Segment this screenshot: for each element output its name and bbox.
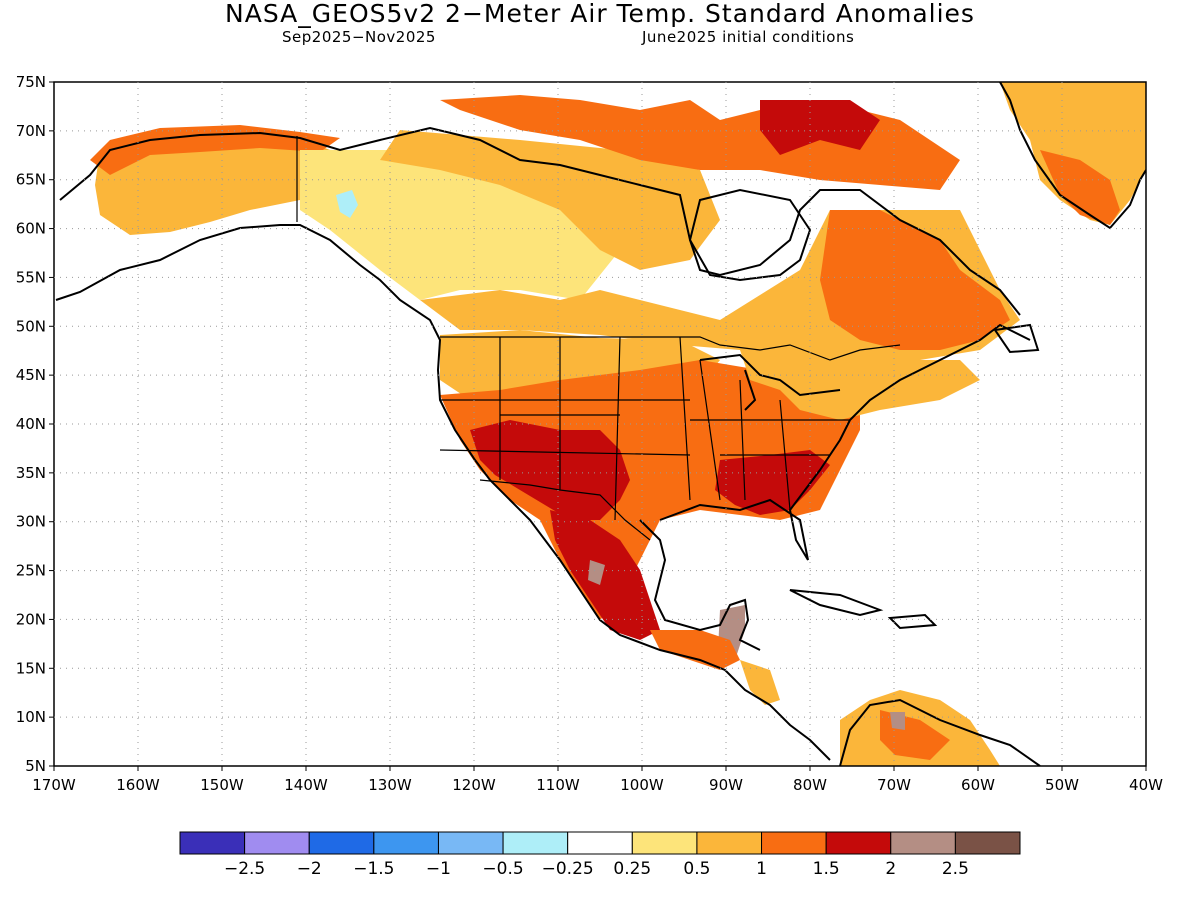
lon-tick-label: 90W — [709, 776, 743, 794]
colorbar: −2.5 −2 −1.5 −1 −0.5 −0.25 0.25 0.5 1 1.5 2 2.5 — [179, 831, 1021, 879]
coastlines — [55, 82, 1146, 766]
coastline-greenland — [999, 82, 1146, 230]
anomaly-region-central-america-south — [740, 660, 780, 705]
lat-tick-label: 60N — [16, 220, 46, 238]
gridlines — [54, 82, 1146, 766]
lat-tick-label: 30N — [16, 513, 46, 531]
colorbar-label: −0.25 — [542, 859, 594, 879]
initial-conditions: June2025 initial conditions — [642, 28, 855, 46]
latitude-axis: 75N 70N 65N 60N 55N 50N 45N 40N 35N 30N 25N 20N 15N 1… — [16, 73, 54, 775]
colorbar-label: 0.25 — [613, 859, 651, 879]
colorbar-label: −1.5 — [353, 859, 394, 879]
anomaly-fields — [90, 82, 1146, 766]
anomaly-region-northeast — [740, 345, 980, 420]
coastline-gulf — [639, 323, 1031, 651]
coastline-arctic — [59, 126, 1021, 316]
coastline-hispaniola — [887, 613, 938, 630]
lat-tick-label: 15N — [16, 659, 46, 677]
coastline-north-america — [55, 224, 831, 761]
lat-tick-label: 10N — [16, 708, 46, 726]
political-borders — [296, 136, 901, 541]
colorbar-swatch — [761, 831, 827, 855]
colorbar-swatch — [954, 831, 1021, 855]
colorbar-label: 1 — [756, 859, 767, 879]
anomaly-region-greenland-south — [1040, 150, 1120, 225]
lat-tick-label: 40N — [16, 415, 46, 433]
lon-tick-label: 160W — [116, 776, 160, 794]
lon-tick-label: 40W — [1129, 776, 1163, 794]
colorbar-label: −0.5 — [482, 859, 523, 879]
coastline-south-america — [839, 698, 1041, 766]
lon-tick-label: 80W — [793, 776, 827, 794]
colorbar-label: 2.5 — [942, 859, 969, 879]
chart-title: NASA_GEOS5v2 2−Meter Air Temp. Standard … — [225, 0, 975, 28]
colorbar-label: 0.5 — [683, 859, 710, 879]
lon-tick-label: 110W — [536, 776, 580, 794]
anomaly-region-venezuela-max — [890, 712, 905, 730]
lat-tick-label: 5N — [25, 757, 46, 775]
lon-tick-label: 130W — [368, 776, 412, 794]
lat-tick-label: 70N — [16, 122, 46, 140]
colorbar-label: −2.5 — [224, 859, 265, 879]
colorbar-swatch — [567, 831, 633, 855]
longitude-axis: 170W 160W 150W 140W 130W 120W 110W 100W 90W 80W 70… — [32, 766, 1163, 794]
lat-tick-label: 45N — [16, 366, 46, 384]
anomaly-region-quebec — [820, 210, 1010, 350]
border-us-canada — [440, 336, 901, 361]
anomaly-region-arctic-red — [760, 100, 880, 155]
anomaly-region-cool-yukon — [336, 190, 358, 218]
anomaly-region-mexico-max — [588, 560, 605, 585]
lon-tick-label: 70W — [877, 776, 911, 794]
border-us-mexico — [479, 479, 651, 541]
anomaly-region-central-america — [650, 630, 740, 670]
us-state-lines — [439, 336, 850, 521]
colorbar-swatch — [179, 831, 246, 855]
colorbar-swatch — [244, 831, 310, 855]
lon-tick-label: 50W — [1045, 776, 1079, 794]
colorbar-label: −2 — [297, 859, 322, 879]
lon-tick-label: 100W — [620, 776, 664, 794]
anomaly-region-southwest — [470, 420, 630, 520]
coastline-great-lakes — [699, 353, 841, 411]
anomaly-region-central-us — [440, 360, 860, 620]
lat-tick-label: 75N — [16, 73, 46, 91]
colorbar-swatch — [502, 831, 569, 855]
lon-tick-label: 150W — [200, 776, 244, 794]
colorbar-swatch — [437, 831, 504, 855]
colorbar-label: −1 — [426, 859, 451, 879]
lon-tick-label: 60W — [961, 776, 995, 794]
lat-tick-label: 35N — [16, 464, 46, 482]
colorbar-label: 1.5 — [813, 859, 840, 879]
lat-tick-label: 50N — [16, 317, 46, 335]
lat-tick-label: 25N — [16, 562, 46, 580]
lat-tick-label: 65N — [16, 171, 46, 189]
colorbar-label: 2 — [885, 859, 896, 879]
lon-tick-label: 120W — [452, 776, 496, 794]
coastline-hudson — [688, 188, 812, 282]
coastline-newfoundland — [993, 323, 1040, 354]
anomaly-region-alaska-north — [90, 125, 340, 175]
coastline-cuba — [789, 589, 884, 617]
colorbar-swatch — [373, 831, 439, 855]
colorbar-swatch — [696, 831, 763, 855]
colorbar-swatch — [825, 831, 892, 855]
lon-tick-label: 170W — [32, 776, 76, 794]
colorbar-swatch — [308, 831, 375, 855]
lat-tick-label: 55N — [16, 268, 46, 286]
anomaly-region-mexico — [550, 510, 660, 640]
colorbar-swatch — [631, 831, 698, 855]
lon-tick-label: 140W — [284, 776, 328, 794]
anomaly-region-central-canada — [380, 130, 720, 270]
lat-tick-label: 20N — [16, 610, 46, 628]
forecast-period: Sep2025−Nov2025 — [282, 28, 436, 46]
colorbar-swatch — [890, 831, 956, 855]
